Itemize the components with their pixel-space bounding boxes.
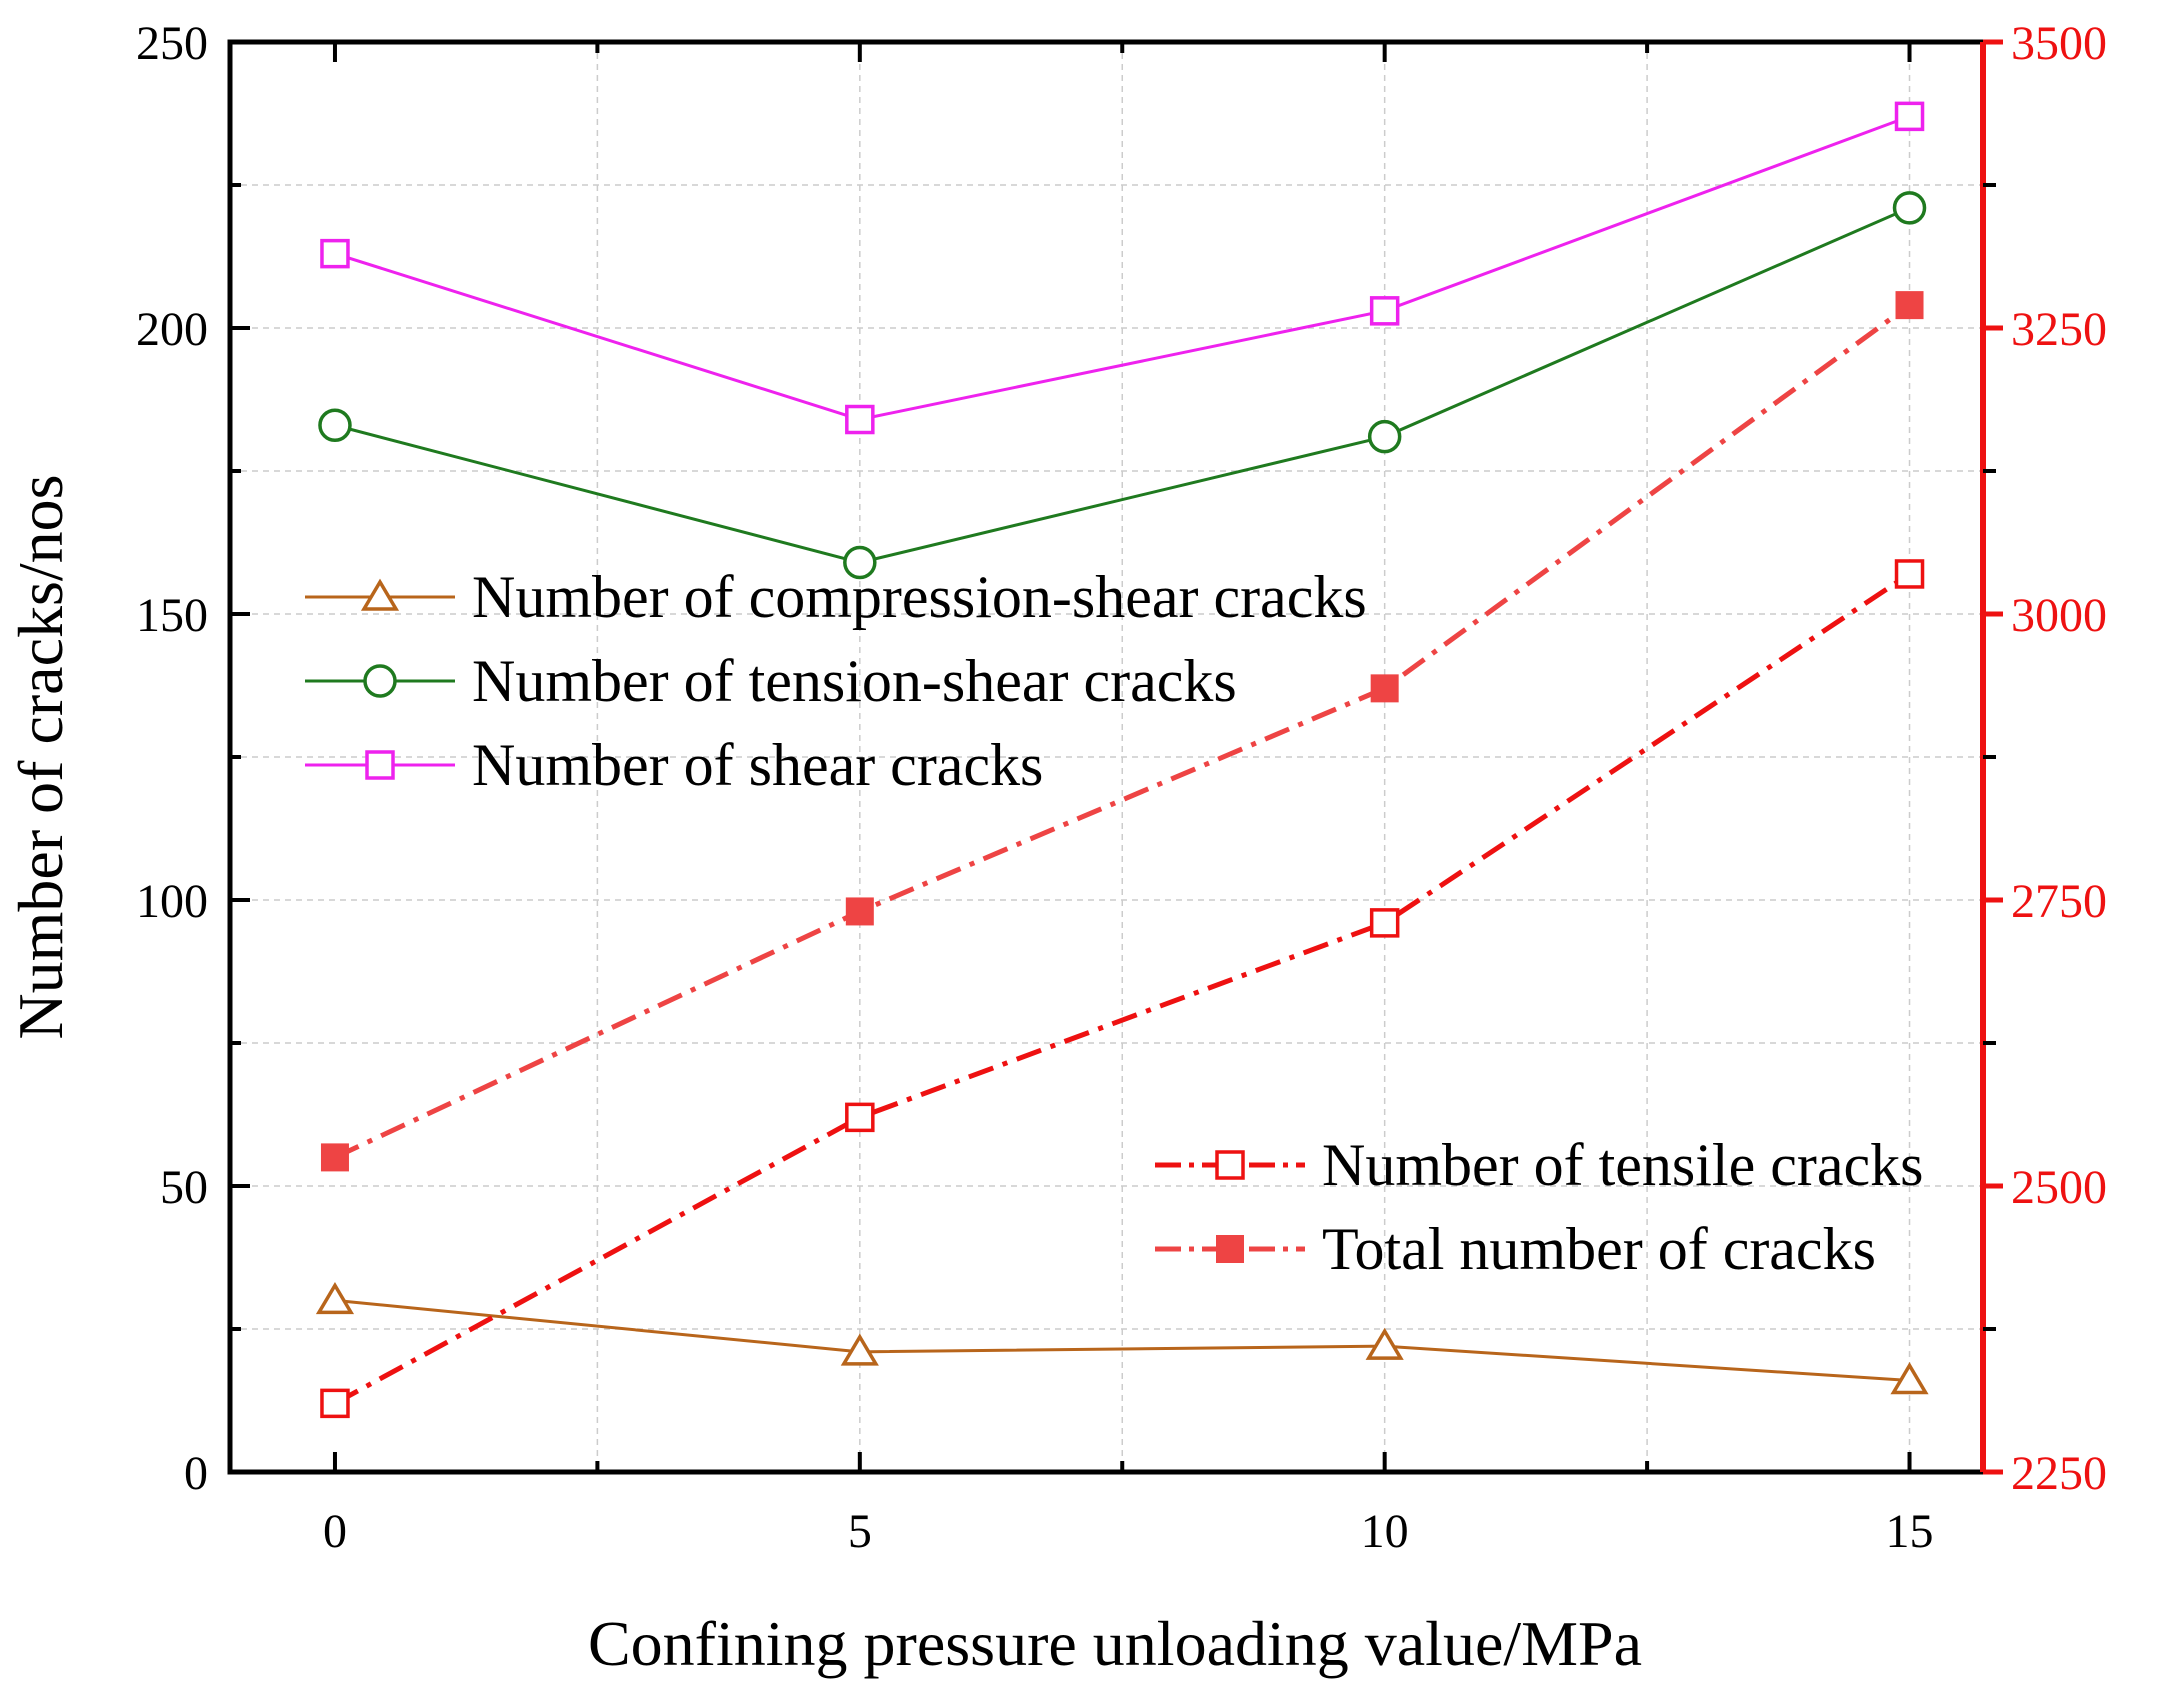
legends: Number of compression-shear cracks Number…: [305, 564, 1923, 1282]
legend-label: Number of compression-shear cracks: [472, 564, 1367, 630]
y-tick-label: 200: [136, 303, 208, 356]
data-point: [1370, 674, 1399, 703]
data-point: [320, 1143, 349, 1172]
y2-tick-label: 2750: [2011, 875, 2107, 928]
y2-tick-label: 2250: [2011, 1447, 2107, 1500]
legend-marker: [1215, 1150, 1245, 1180]
y-tick-label: 250: [136, 17, 208, 70]
data-point: [320, 238, 350, 269]
data-point: [843, 545, 877, 580]
series-line: [333, 571, 1911, 1406]
y2-tick-label: 2500: [2011, 1161, 2107, 1214]
x-tick-label: 15: [1886, 1505, 1934, 1558]
series-line: [334, 1298, 1910, 1382]
data-point: [1369, 296, 1400, 326]
legend-label: Number of tensile cracks: [1322, 1132, 1923, 1198]
legend-marker: [365, 750, 395, 780]
y2-tick-label: 3000: [2011, 589, 2107, 642]
data-point: [1892, 191, 1927, 225]
data-point: [845, 897, 874, 926]
legend-marker: [360, 578, 400, 611]
y-tick-label: 50: [160, 1161, 208, 1214]
data-point: [840, 1333, 879, 1366]
data-point: [1890, 1362, 1929, 1395]
legend-marker: [363, 664, 397, 698]
y2-tick-label: 3500: [2011, 17, 2107, 70]
legend-label: Total number of cracks: [1322, 1216, 1876, 1282]
data-point: [1365, 1327, 1404, 1360]
data-point: [320, 1388, 350, 1419]
x-axis-label: Confining pressure unloading value/MPa: [588, 1608, 1642, 1679]
data-point: [1369, 908, 1400, 938]
legend-marker: [1216, 1235, 1244, 1263]
legend-label: Number of shear cracks: [472, 732, 1043, 798]
x-tick-label: 10: [1361, 1505, 1409, 1558]
data-point: [845, 404, 875, 435]
y-tick-label: 0: [184, 1447, 208, 1500]
data-point: [1895, 291, 1924, 320]
axis-ticks: [230, 39, 2003, 1475]
y-axis-label: Number of cracks/nos: [5, 474, 76, 1039]
grid-lines: [230, 42, 1983, 1472]
series-line: [334, 206, 1911, 565]
y-tick-label: 150: [136, 589, 208, 642]
data-point: [318, 408, 352, 442]
x-tick-label: 5: [848, 1505, 872, 1558]
x-tick-label: 0: [323, 1505, 347, 1558]
data-point: [1894, 559, 1925, 589]
data-point: [315, 1281, 355, 1315]
series-markers: [315, 101, 1929, 1419]
y-tick-label: 100: [136, 875, 208, 928]
data-point: [1894, 101, 1925, 132]
data-point: [845, 1102, 875, 1133]
series-lines: [333, 114, 1911, 1406]
series-line: [334, 114, 1911, 422]
y2-tick-label: 3250: [2011, 303, 2107, 356]
data-point: [1367, 419, 1402, 454]
tick-labels: 0 5 10 150501001502002502250250027503000325…: [136, 17, 2107, 1558]
legend-label: Number of tension-shear cracks: [472, 648, 1237, 714]
